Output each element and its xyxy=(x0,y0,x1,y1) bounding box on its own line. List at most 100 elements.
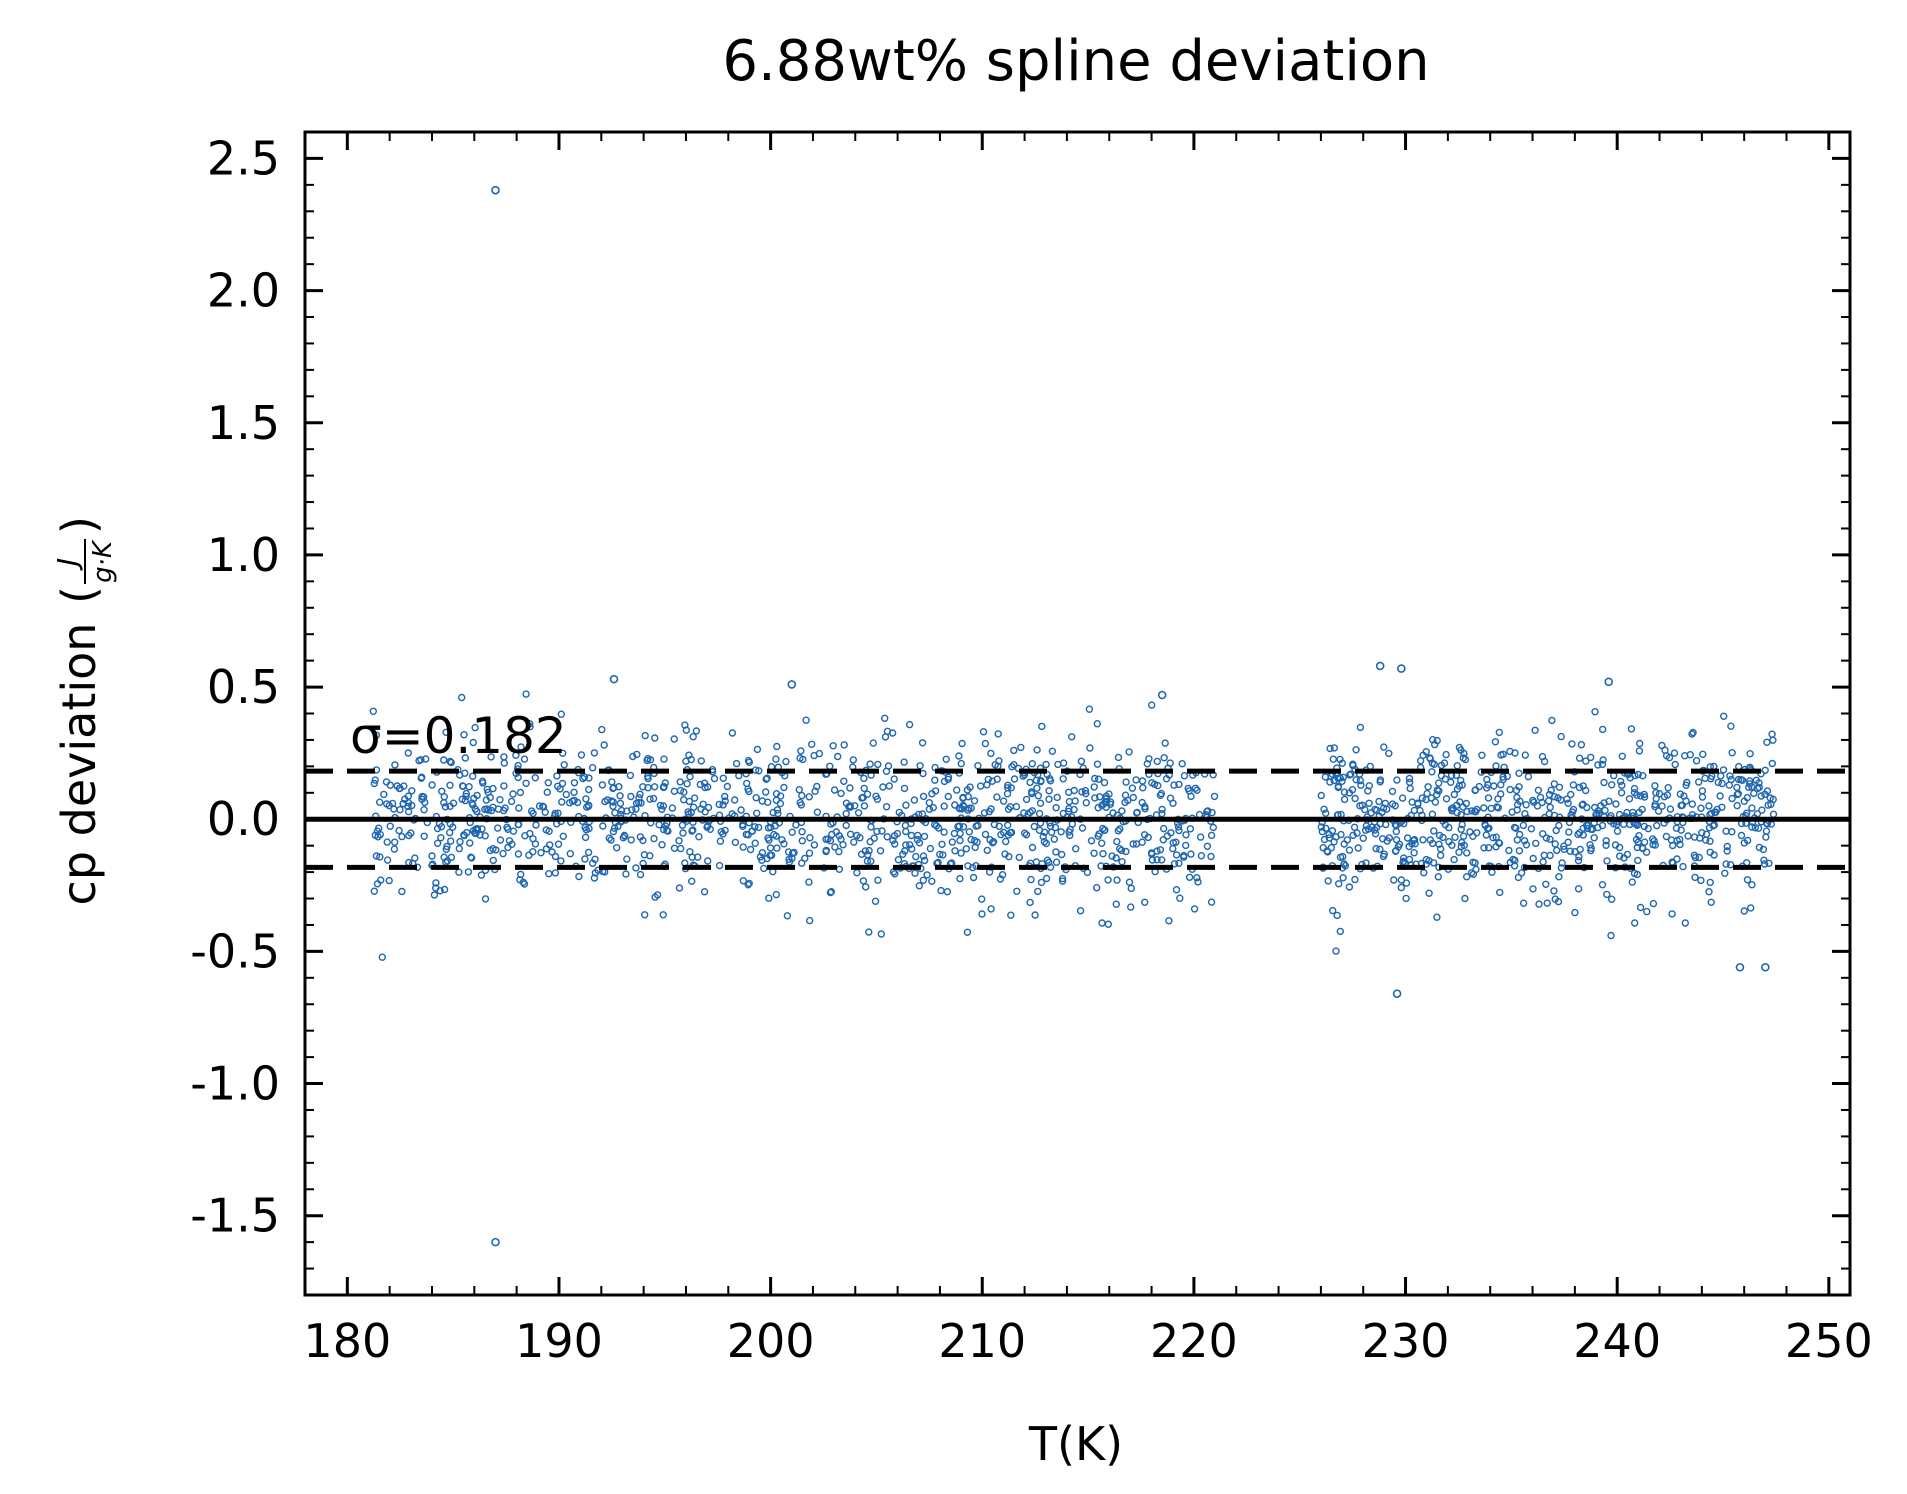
data-point xyxy=(1098,919,1106,927)
data-point xyxy=(461,754,469,762)
data-point xyxy=(873,795,882,803)
data-point xyxy=(1015,853,1023,862)
data-point xyxy=(752,794,760,802)
data-point xyxy=(846,830,855,838)
data-point xyxy=(465,783,473,791)
data-point xyxy=(514,773,522,782)
data-point xyxy=(1617,789,1626,797)
data-point xyxy=(881,714,889,722)
data-point xyxy=(1175,859,1183,867)
data-point xyxy=(659,911,667,919)
data-point xyxy=(719,774,727,782)
data-point xyxy=(1004,821,1012,829)
data-point xyxy=(626,771,635,780)
data-point xyxy=(1490,782,1498,790)
data-point xyxy=(609,827,618,836)
data-point xyxy=(938,840,946,848)
data-point xyxy=(1003,790,1012,798)
data-point xyxy=(787,680,797,689)
data-point xyxy=(1611,841,1620,849)
data-point xyxy=(891,870,899,878)
data-point xyxy=(1688,730,1696,738)
data-point xyxy=(1332,947,1340,955)
data-point xyxy=(959,793,967,802)
data-point xyxy=(853,869,861,877)
data-point xyxy=(1065,804,1073,813)
data-point xyxy=(1359,834,1367,842)
data-point xyxy=(1636,792,1645,800)
data-point xyxy=(765,894,773,902)
data-point xyxy=(1191,784,1200,792)
data-point xyxy=(1095,793,1104,801)
data-point xyxy=(623,807,631,815)
data-point xyxy=(583,803,591,811)
data-point xyxy=(1114,827,1123,835)
data-point xyxy=(670,735,678,743)
data-point xyxy=(1686,751,1694,759)
data-point xyxy=(594,866,602,874)
data-point xyxy=(1012,802,1021,811)
data-point xyxy=(1349,761,1357,770)
data-point xyxy=(689,803,698,811)
data-point xyxy=(1336,927,1345,936)
data-point xyxy=(1531,726,1539,734)
data-point xyxy=(980,809,989,817)
data-point xyxy=(1612,800,1620,808)
data-point xyxy=(1649,899,1658,908)
data-point xyxy=(372,731,381,739)
data-point xyxy=(808,740,816,748)
data-point xyxy=(1347,770,1355,778)
y-tick-label: 1.0 xyxy=(207,528,280,582)
data-point xyxy=(404,792,412,800)
data-point xyxy=(683,780,691,788)
data-point xyxy=(1671,760,1679,769)
data-point xyxy=(1036,799,1045,807)
data-point xyxy=(965,828,973,836)
data-point xyxy=(1431,798,1440,806)
data-point xyxy=(557,857,565,865)
data-point xyxy=(1010,746,1018,755)
data-point xyxy=(1442,750,1450,759)
data-point xyxy=(813,782,821,791)
data-point xyxy=(1014,764,1023,773)
data-point xyxy=(437,823,446,831)
data-point xyxy=(1181,841,1190,850)
data-point xyxy=(1176,894,1184,902)
data-point xyxy=(1392,836,1401,844)
chart-title: 6.88wt% spline deviation xyxy=(722,29,1429,94)
data-point xyxy=(585,824,593,833)
data-point xyxy=(854,809,863,817)
data-point xyxy=(644,774,652,783)
data-point xyxy=(1352,746,1360,754)
data-point xyxy=(1513,836,1522,844)
data-point xyxy=(731,796,739,804)
data-point xyxy=(695,833,703,841)
data-point xyxy=(1406,784,1414,793)
data-point xyxy=(1634,770,1642,779)
data-point xyxy=(763,774,771,782)
data-point xyxy=(505,837,514,845)
data-point xyxy=(1446,778,1455,786)
y-tick-label: 0.0 xyxy=(207,792,280,846)
data-point xyxy=(863,857,872,865)
data-point xyxy=(1324,877,1332,885)
data-point xyxy=(1433,786,1442,794)
data-point xyxy=(1371,830,1380,838)
data-point xyxy=(689,733,697,741)
data-point xyxy=(1484,794,1493,802)
data-point xyxy=(1568,740,1576,748)
data-point xyxy=(636,833,645,841)
data-point xyxy=(516,876,524,884)
data-point xyxy=(650,783,659,791)
data-point xyxy=(776,792,785,800)
data-point xyxy=(433,839,442,847)
data-point xyxy=(919,852,928,860)
x-tick-label: 180 xyxy=(303,1314,391,1368)
data-point xyxy=(1081,787,1090,795)
data-point xyxy=(651,734,659,742)
data-point xyxy=(521,832,529,840)
data-point xyxy=(1340,840,1348,848)
data-point xyxy=(697,757,705,765)
data-point xyxy=(383,838,391,846)
data-point xyxy=(1497,751,1505,759)
